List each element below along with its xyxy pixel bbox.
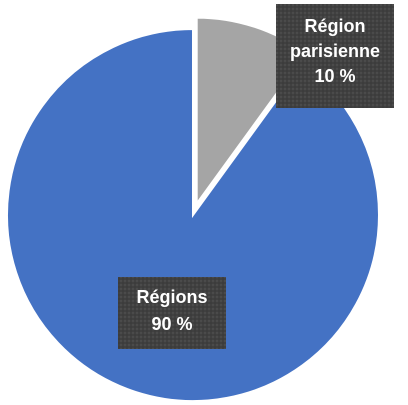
pie-labels: Région parisienne 10 % Régions 90 % (118, 4, 394, 349)
pie-slice-1 (6, 27, 380, 402)
data-label-text: Régions (136, 287, 207, 307)
data-label-text: parisienne (290, 41, 380, 61)
data-label-text: 90 % (151, 314, 192, 334)
data-label-box (118, 277, 226, 349)
data-label-text: Région (305, 16, 366, 36)
data-label-text: 10 % (314, 66, 355, 86)
data-label-1: Régions 90 % (118, 277, 226, 349)
data-label-0: Région parisienne 10 % (276, 4, 394, 108)
data-label-box (276, 4, 394, 108)
